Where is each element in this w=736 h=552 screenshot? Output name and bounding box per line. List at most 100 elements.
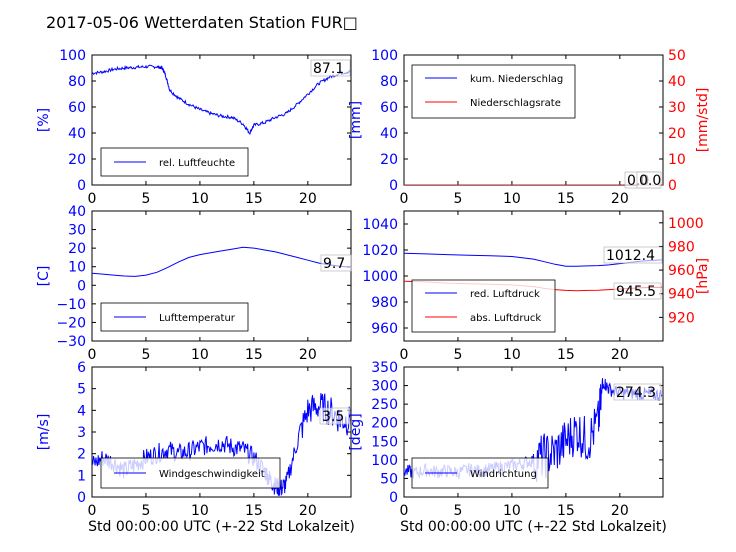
y-tick-label: 50 [380,471,398,487]
x-tick-label: 5 [141,191,150,207]
legend-label: Windrichtung [470,469,537,480]
x-tick-label: 15 [245,347,263,363]
y-tick-label: 1020 [362,243,398,259]
y-tick-label: −20 [56,315,86,331]
legend-box [100,147,249,177]
legend-box [411,279,556,333]
x-tick-label: 15 [557,347,575,363]
y2-tick-label: 1000 [668,216,704,232]
y2-tick-label: 30 [668,100,686,116]
panel-wind: 0 5 10 15 20 0 1 2 3 4 5 6 [m/s] Std 00:00:00 UTC (+-… [36,360,355,535]
x-tick-label: 15 [557,503,575,519]
y-tick-label: 150 [371,434,398,450]
series-line-rel-luftfeuchte [92,64,351,136]
y-tick-label: 0 [77,490,86,506]
y-tick-label: 0 [389,490,398,506]
y-axis-label: [C] [36,266,52,287]
y-tick-label: −10 [56,297,86,313]
y-tick-label: 100 [371,48,398,64]
x-tick-label: 10 [191,503,209,519]
value-annotation: 945.5 [616,284,656,300]
y-tick-label: 60 [68,100,86,116]
y-tick-label: 80 [380,74,398,90]
y-tick-label: 40 [380,126,398,142]
x-tick-label: 5 [453,347,462,363]
y-tick-label: 2 [77,447,86,463]
y-axis-label: [deg] [348,413,364,450]
x-tick-label: 0 [400,191,409,207]
legend-label: Windgeschwindigkeit [159,469,265,480]
x-axis-label: Std 00:00:00 UTC (+-22 Std Lokalzeit) [400,519,667,535]
y-tick-label: 300 [371,379,398,395]
y-tick-label: 5 [77,382,86,398]
legend-box [411,64,576,119]
y2-tick-label: 10 [668,152,686,168]
x-tick-label: 0 [88,191,97,207]
y-tick-label: 100 [59,48,86,64]
value-annotation-box [613,383,662,401]
x-tick-label: 20 [611,191,629,207]
y-tick-label: 0 [77,278,86,294]
y-tick-label: 40 [68,204,86,220]
y-tick-label: 4 [77,403,86,419]
y-tick-label: 1040 [362,217,398,233]
series-line-lufttemperatur [92,246,350,277]
y-tick-label: 200 [371,416,398,432]
x-tick-label: 0 [400,503,409,519]
y-axis-label: [mm] [348,101,364,139]
value-annotation-box [613,282,662,300]
y-tick-label: 20 [68,241,86,257]
x-tick-label: 20 [299,347,317,363]
value-annotation: 3.5 [322,409,344,425]
y-tick-label: 100 [371,453,398,469]
x-tick-label: 10 [191,347,209,363]
y2-tick-label: 980 [668,239,695,255]
x-tick-label: 0 [88,503,97,519]
y-tick-label: 0 [77,178,86,194]
y2-tick-label: 960 [668,263,695,279]
value-annotation-box [636,171,662,189]
y-tick-label: 60 [380,100,398,116]
value-annotation-box [310,59,351,77]
x-tick-label: 15 [245,191,263,207]
y-tick-label: 80 [68,74,86,90]
y-tick-label: 1 [77,468,86,484]
y-tick-label: 20 [68,152,86,168]
value-annotation-box [603,246,663,264]
legend-label: kum. Niederschlag [470,74,563,85]
x-tick-label: 0 [400,347,409,363]
y-tick-label: 1000 [362,269,398,285]
x-tick-label: 20 [611,347,629,363]
y-tick-label: 3 [77,425,86,441]
value-annotation: 0.0 [639,173,661,189]
x-tick-label: 15 [245,503,263,519]
x-tick-label: 10 [503,191,521,207]
x-tick-label: 5 [141,503,150,519]
y2-tick-label: 920 [668,310,695,326]
y-axis-label: [m/s] [36,414,52,451]
y2-tick-label: 50 [668,48,686,64]
legend-label: rel. Luftfeuchte [159,158,235,169]
value-annotation: 274.3 [616,385,656,401]
y-tick-label: −30 [56,334,86,350]
legend-label: abs. Luftdruck [470,313,541,324]
y-tick-label: 20 [380,152,398,168]
y-tick-label: 960 [371,321,398,337]
legend-label: Lufttemperatur [159,313,236,324]
x-tick-label: 20 [299,503,317,519]
y-axis-label: [%] [36,108,52,132]
y-tick-label: 0 [389,178,398,194]
value-annotation: 87.1 [313,61,344,77]
panel-pressure: 0 5 10 15 20 960 980 1000 1020 1040 920 940 960 980 10… [362,210,711,363]
y-tick-label: 10 [68,260,86,276]
x-tick-label: 20 [299,191,317,207]
panel-temperature: 0 5 10 15 20 −30 −20 −10 0 10 20 30 40 [C] Lufttempera… [36,204,352,363]
value-annotation-box [320,254,352,272]
y-tick-label: 30 [68,223,86,239]
x-tick-label: 20 [611,503,629,519]
y-tick-label: 350 [371,360,398,376]
panel-humidity: 0 5 10 15 20 0 20 40 60 80 100 [%] rel. Luftfeuchte 8… [36,48,352,207]
value-annotation-box [319,407,351,425]
